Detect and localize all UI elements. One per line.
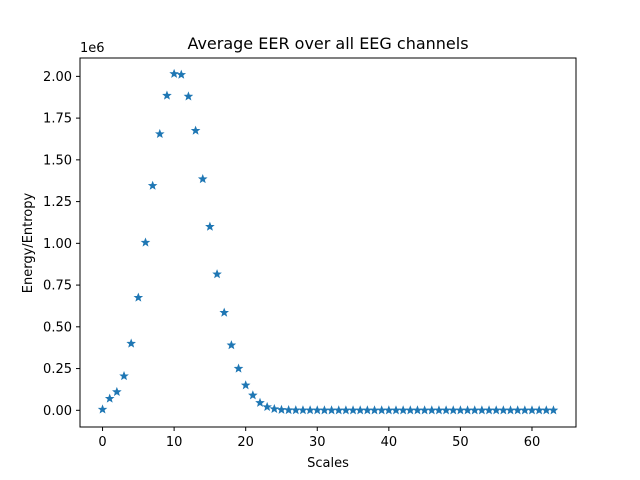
- x-tick-label: 30: [309, 435, 326, 450]
- data-point: [312, 405, 323, 415]
- data-point: [219, 307, 230, 317]
- data-point: [162, 90, 172, 100]
- data-point: [240, 380, 251, 390]
- data-point: [248, 390, 258, 400]
- data-point: [527, 405, 537, 415]
- y-tick-label: 0.25: [43, 362, 72, 377]
- data-point: [512, 405, 523, 415]
- data-point: [276, 404, 287, 414]
- data-point: [405, 405, 416, 415]
- data-point: [176, 69, 187, 79]
- data-point: [190, 125, 201, 135]
- data-point: [341, 405, 351, 415]
- data-point: [291, 405, 301, 415]
- data-point: [477, 405, 487, 415]
- data-point: [112, 386, 122, 397]
- data-point: [434, 405, 444, 415]
- data-point: [298, 405, 308, 415]
- data-point: [462, 405, 473, 415]
- data-point: [505, 405, 516, 415]
- data-point: [147, 180, 158, 190]
- data-point: [319, 405, 330, 415]
- data-point: [391, 405, 401, 415]
- data-point: [448, 405, 459, 415]
- y-offset-text: 1e6: [80, 41, 105, 56]
- data-point: [469, 405, 480, 415]
- x-tick-label: 0: [98, 435, 106, 450]
- data-point: [484, 405, 494, 415]
- data-point: [197, 174, 208, 184]
- plot-area: [79, 57, 577, 428]
- data-point: [534, 405, 544, 415]
- x-axis-label: Scales: [307, 456, 349, 471]
- data-point: [97, 404, 108, 414]
- x-tick-label: 60: [524, 435, 541, 450]
- data-point: [140, 237, 151, 247]
- data-point: [426, 405, 437, 415]
- data-point: [155, 128, 165, 139]
- data-point: [133, 292, 144, 302]
- data-point: [262, 401, 272, 412]
- data-point: [305, 405, 315, 415]
- data-point: [119, 371, 129, 381]
- data-points: [97, 68, 559, 415]
- data-point: [520, 405, 530, 415]
- data-point: [419, 405, 430, 415]
- x-axis: 0 10 20 30 40 50 60: [98, 427, 540, 450]
- y-tick-label: 0.00: [43, 404, 72, 419]
- data-point: [541, 405, 552, 415]
- data-point: [183, 91, 194, 101]
- data-point: [348, 405, 358, 415]
- x-tick-label: 40: [381, 435, 398, 450]
- data-point: [441, 405, 451, 415]
- data-point: [355, 405, 365, 415]
- y-axis-label: Energy/Entropy: [21, 192, 36, 293]
- y-tick-label: 2.00: [43, 70, 72, 85]
- data-point: [384, 405, 394, 415]
- data-point: [205, 221, 215, 231]
- data-point: [398, 405, 408, 415]
- data-point: [548, 405, 559, 415]
- data-point: [255, 397, 265, 407]
- data-point: [498, 405, 509, 415]
- y-tick-label: 1.50: [43, 153, 72, 168]
- x-tick-label: 10: [166, 435, 183, 450]
- data-point: [491, 405, 501, 415]
- data-point: [283, 405, 294, 415]
- x-tick-label: 50: [452, 435, 469, 450]
- data-point: [362, 405, 373, 415]
- x-tick-label: 20: [237, 435, 254, 450]
- y-tick-label: 0.50: [43, 320, 72, 335]
- data-point: [269, 403, 280, 414]
- data-point: [226, 340, 237, 350]
- y-tick-label: 0.75: [43, 279, 72, 294]
- data-point: [126, 338, 136, 348]
- data-point: [376, 405, 387, 415]
- data-point: [233, 363, 244, 373]
- data-point: [455, 405, 466, 415]
- data-point: [412, 405, 423, 415]
- y-tick-label: 1.00: [43, 237, 72, 252]
- data-point: [326, 405, 337, 415]
- data-point: [104, 393, 115, 403]
- data-point: [212, 269, 222, 279]
- data-point: [333, 405, 344, 415]
- data-point: [369, 405, 380, 415]
- chart-title: Average EER over all EEG channels: [187, 34, 468, 53]
- y-tick-label: 1.25: [43, 195, 72, 210]
- data-point: [169, 68, 179, 78]
- y-axis: 0.00 0.25 0.50 0.75 1.00 1.25 1.50 1.75 2.00: [43, 70, 80, 419]
- y-tick-label: 1.75: [43, 112, 72, 127]
